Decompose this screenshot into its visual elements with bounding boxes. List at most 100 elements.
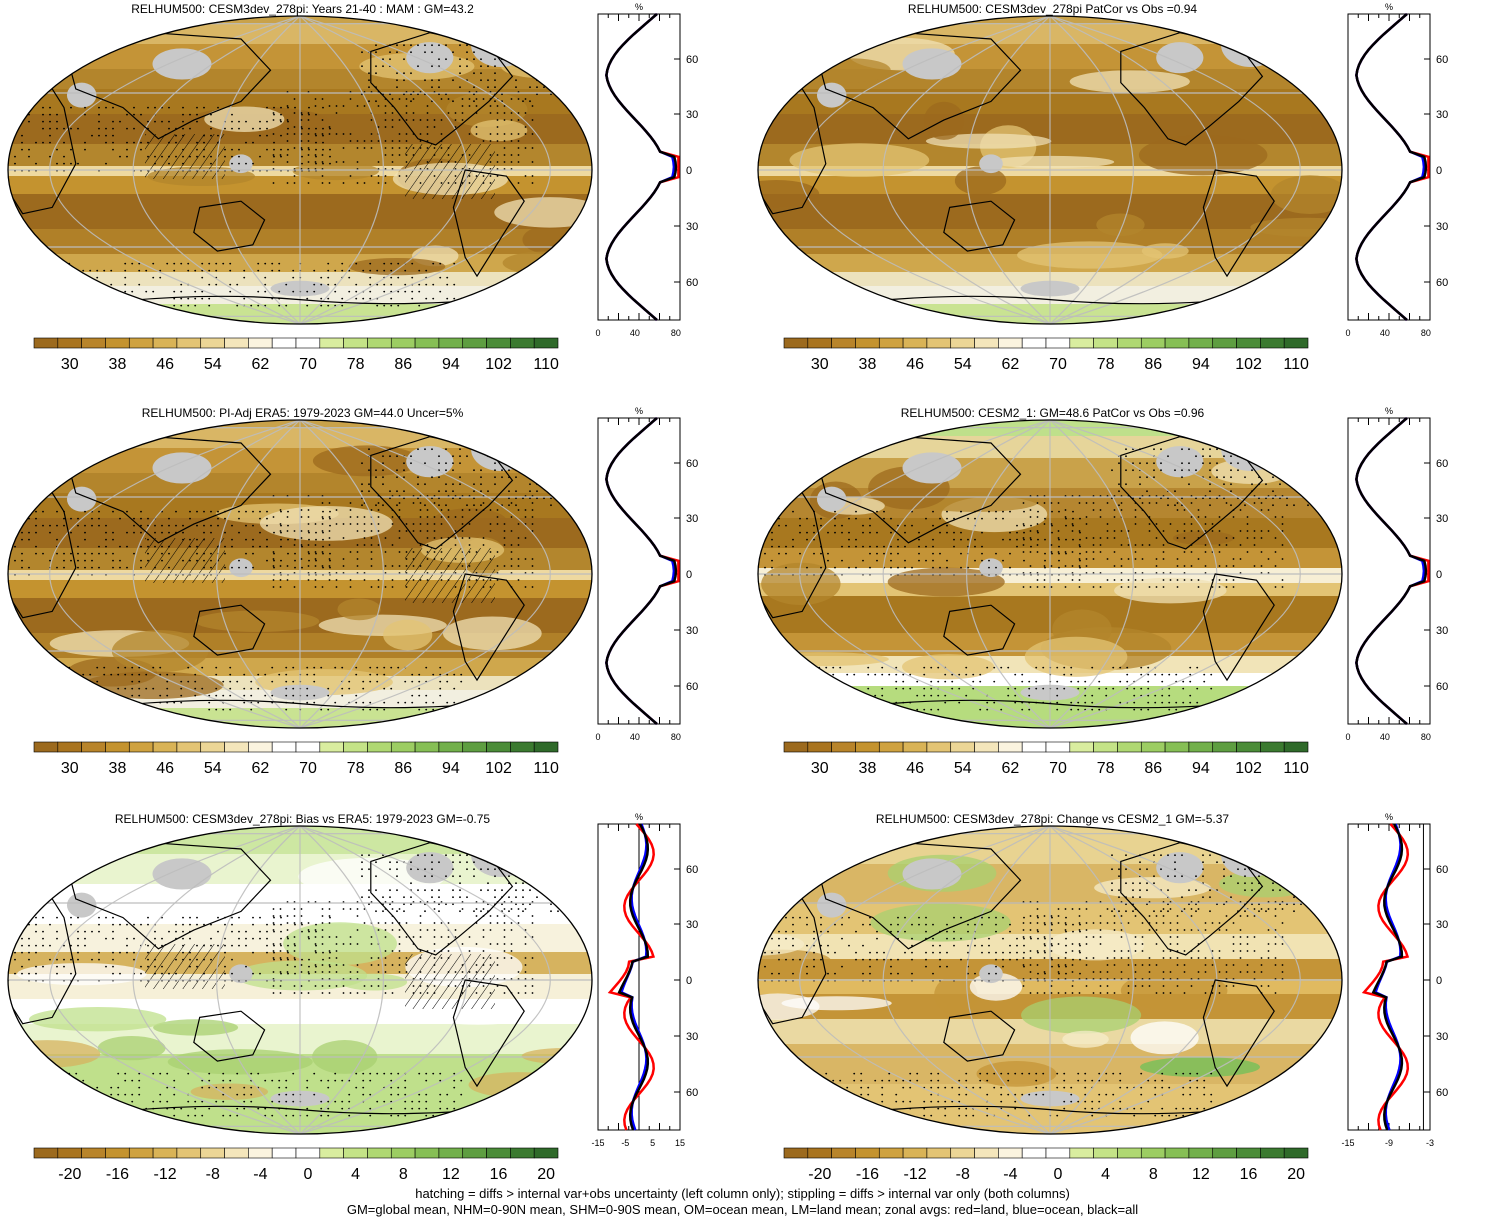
colorbar: 30 38 46 54 62 70 78 86 94 102 110 — [783, 741, 1309, 777]
panel-title: RELHUM500: CESM2_1: GM=48.6 PatCor vs Ob… — [900, 406, 1205, 420]
colorbar-box — [1212, 337, 1237, 349]
zonal-lat-label: 30N — [686, 919, 698, 931]
panel-title: RELHUM500: CESM3dev_278pi: Bias vs ERA5:… — [114, 812, 491, 826]
colorbar-box — [248, 337, 273, 349]
zonal-x-tick-label: 0 — [1345, 732, 1350, 742]
colorbar-label: 8 — [399, 1166, 408, 1183]
colorbar-label: 94 — [1192, 356, 1210, 373]
zonal-x-tick-label: -5 — [621, 1138, 629, 1148]
colorbar-box — [783, 337, 809, 349]
colorbar-box — [1093, 741, 1118, 753]
panel-top-left: RELHUM500: CESM3dev_278pi: Years 21-40 :… — [5, 2, 705, 382]
colorbar-label: 30 — [61, 760, 79, 777]
colorbar-label: 30 — [811, 760, 829, 777]
colorbar-box — [57, 1147, 82, 1159]
zonal-lat-label: 30S — [686, 1031, 698, 1043]
colorbar-box — [390, 337, 416, 349]
colorbar-label: 70 — [299, 356, 317, 373]
colorbar-label: -12 — [154, 1166, 177, 1183]
ocean-zonal-line — [1355, 417, 1426, 725]
colorbar-box — [902, 741, 928, 753]
colorbar-box — [902, 1147, 928, 1159]
colorbar-label: 62 — [1001, 356, 1019, 373]
colorbar-label: 62 — [251, 760, 269, 777]
colorbar-box — [1093, 337, 1118, 349]
zonal-lat-label: 60S — [1436, 277, 1448, 289]
colorbar-box — [1117, 1147, 1142, 1159]
colorbar-label: 102 — [485, 760, 512, 777]
robinson-map — [7, 825, 593, 1135]
map-border — [757, 15, 1343, 325]
colorbar-box — [1236, 741, 1261, 753]
colorbar-box — [367, 337, 392, 349]
zonal-lat-label: 30N — [1436, 919, 1448, 931]
colorbar-box — [248, 1147, 273, 1159]
colorbar-box — [974, 741, 999, 753]
colorbar-box — [176, 337, 202, 349]
colorbar-box — [176, 1147, 202, 1159]
colorbar-label: 70 — [1049, 356, 1067, 373]
colorbar: -20 -16 -12 -8 -4 0 4 8 12 16 20 — [783, 1147, 1309, 1183]
colorbar-label: 94 — [442, 356, 460, 373]
colorbar-box — [343, 337, 368, 349]
colorbar-label: 110 — [1283, 356, 1309, 373]
colorbar-label: -20 — [58, 1166, 81, 1183]
colorbar-box — [248, 741, 273, 753]
colorbar-box — [367, 1147, 392, 1159]
zonal-x-tick-label: 80 — [1421, 328, 1431, 338]
colorbar-box — [128, 741, 154, 753]
colorbar-box — [224, 1147, 249, 1159]
colorbar-label: 38 — [859, 760, 877, 777]
zonal-lat-label: 0 — [686, 975, 692, 987]
zonal-x-tick-label: 80 — [671, 732, 681, 742]
colorbar-box — [33, 1147, 59, 1159]
colorbar-box — [200, 741, 225, 753]
colorbar-label: 38 — [109, 760, 127, 777]
robinson-map — [757, 825, 1343, 1135]
colorbar-label: 94 — [442, 760, 460, 777]
colorbar-box — [319, 741, 344, 753]
zonal-mean-plot: % 60N 30N 0 30S 60S 0 40 80 — [1345, 2, 1448, 338]
colorbar-box — [998, 1147, 1023, 1159]
zonal-lat-label: 30S — [686, 221, 698, 233]
panel-title: RELHUM500: CESM3dev_278pi: Years 21-40 :… — [131, 2, 474, 16]
colorbar-label: 46 — [156, 760, 174, 777]
colorbar-box — [1212, 1147, 1237, 1159]
map-border — [757, 825, 1343, 1135]
colorbar-box — [33, 337, 59, 349]
colorbar-box — [295, 1147, 321, 1159]
colorbar-label: 70 — [299, 760, 317, 777]
colorbar-box — [57, 741, 82, 753]
colorbar-label: 20 — [537, 1166, 555, 1183]
zonal-lat-label: 60S — [686, 277, 698, 289]
map-border — [7, 419, 593, 729]
colorbar-label: 46 — [906, 760, 924, 777]
zonal-lat-label: 0 — [1436, 569, 1442, 581]
zonal-lat-label: 0 — [1436, 975, 1442, 987]
colorbar-label: -16 — [856, 1166, 879, 1183]
zonal-lat-label: 60S — [686, 681, 698, 693]
colorbar-box — [367, 741, 392, 753]
panel-middle-right: RELHUM500: CESM2_1: GM=48.6 PatCor vs Ob… — [755, 406, 1455, 786]
colorbar-box — [950, 337, 975, 349]
colorbar-label: 62 — [251, 356, 269, 373]
zonal-x-tick-label: 0 — [595, 732, 600, 742]
colorbar-box — [271, 337, 297, 349]
colorbar-box — [81, 337, 106, 349]
colorbar-box — [1117, 741, 1142, 753]
colorbar: -20 -16 -12 -8 -4 0 4 8 12 16 20 — [33, 1147, 559, 1183]
colorbar-box — [343, 1147, 368, 1159]
panel-middle-left: RELHUM500: PI-Adj ERA5: 1979-2023 GM=44.… — [5, 406, 705, 786]
colorbar-box — [1260, 1147, 1285, 1159]
colorbar-label: -4 — [253, 1166, 267, 1183]
colorbar-label: 38 — [859, 356, 877, 373]
all-zonal-line — [1371, 823, 1404, 1131]
colorbar-label: 4 — [1101, 1166, 1110, 1183]
zonal-x-tick-label: 0 — [595, 328, 600, 338]
land-zonal-line — [1355, 13, 1430, 321]
zonal-x-tick-label: 40 — [1380, 732, 1390, 742]
land-zonal-line — [1361, 823, 1410, 1131]
colorbar-box — [343, 741, 368, 753]
colorbar-box — [319, 337, 344, 349]
colorbar-box — [414, 1147, 440, 1159]
